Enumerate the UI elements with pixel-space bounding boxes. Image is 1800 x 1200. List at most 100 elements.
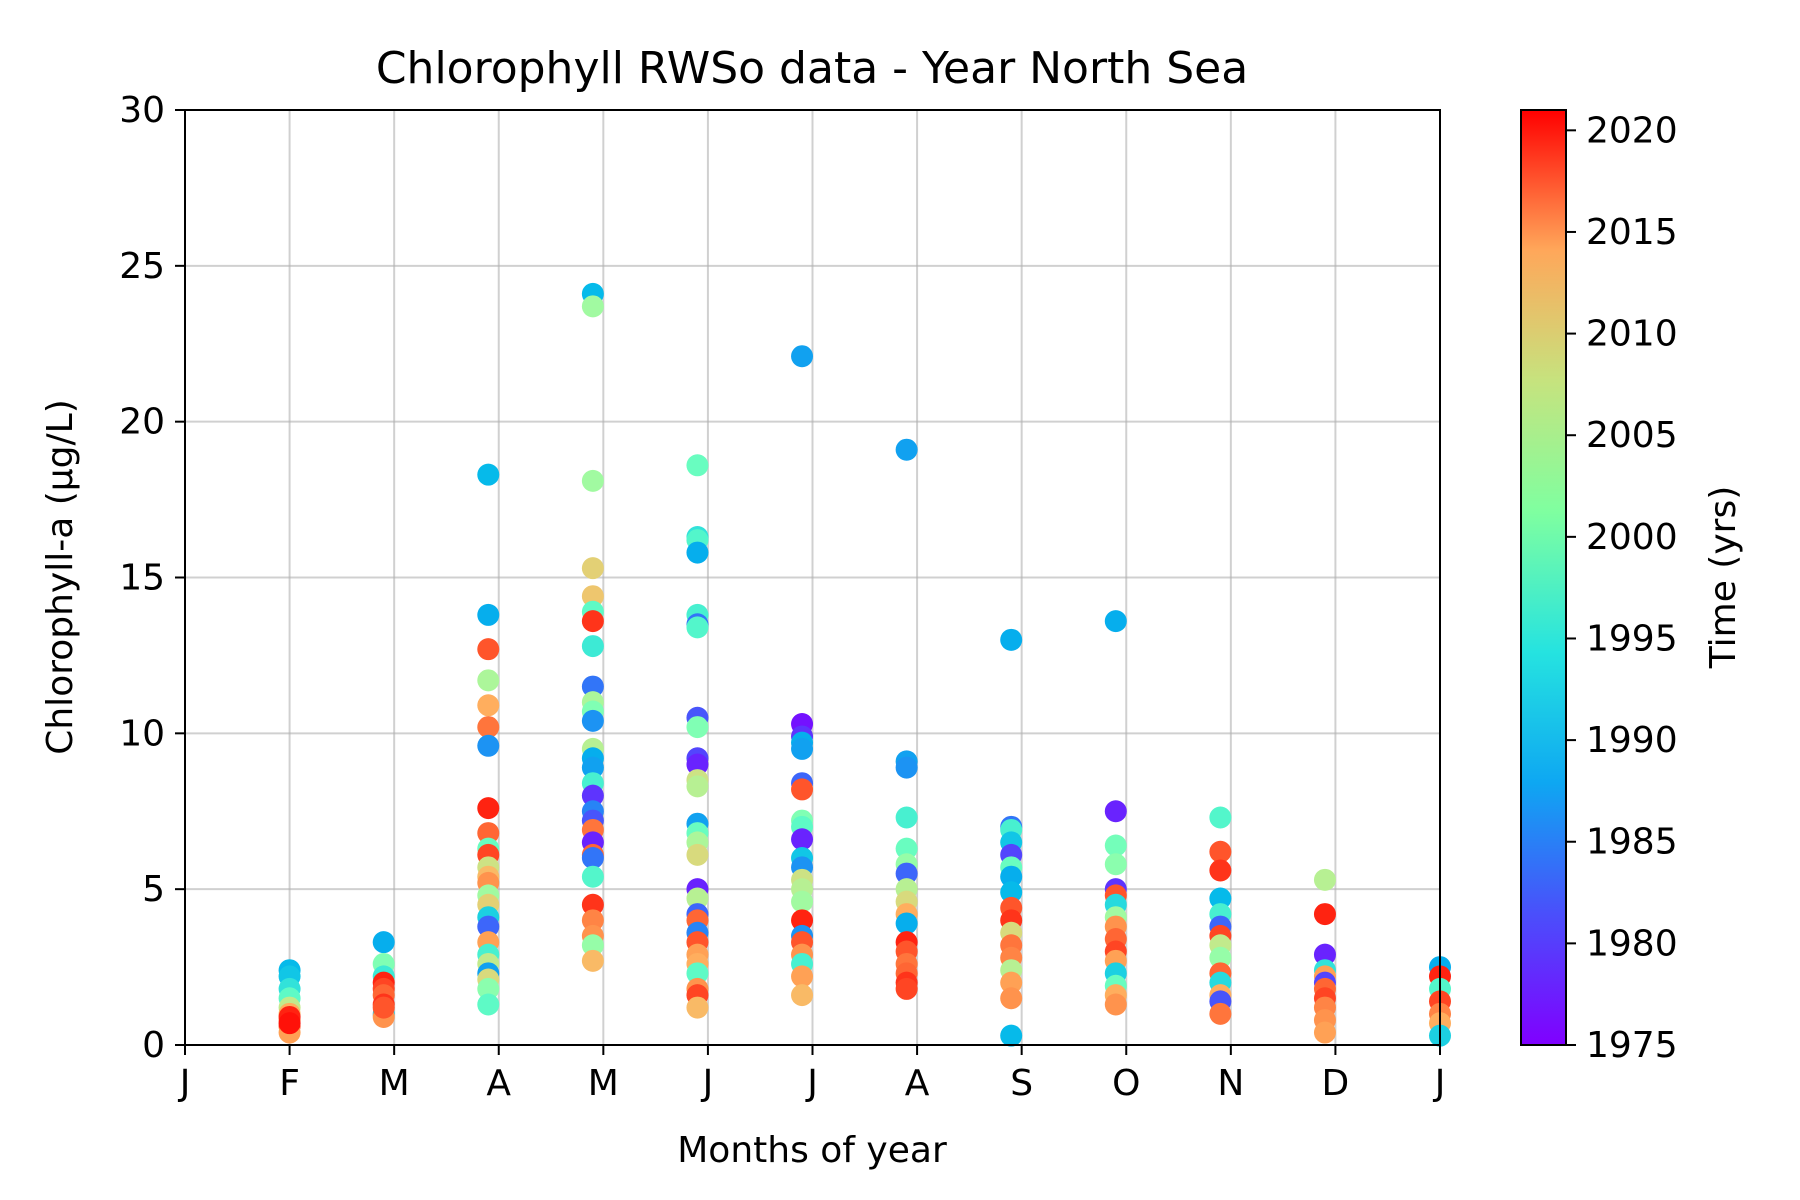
- x-tick-label: S: [1010, 1063, 1033, 1104]
- data-point: [477, 797, 500, 820]
- x-tick-label: M: [588, 1063, 619, 1104]
- colorbar-tick-label: 1995: [1586, 618, 1678, 659]
- data-point: [581, 557, 604, 580]
- data-point: [791, 778, 814, 801]
- data-point: [477, 669, 500, 692]
- data-point: [1000, 987, 1023, 1010]
- data-point: [581, 949, 604, 972]
- data-point: [372, 931, 395, 954]
- data-point: [1209, 1002, 1232, 1025]
- chart-title: Chlorophyll RWSo data - Year North Sea: [376, 43, 1248, 94]
- data-point: [1000, 881, 1023, 904]
- colorbar-axis: 1975 1980 1985 1990 1995 2000 2005 2010 2015 2020: [1566, 110, 1678, 1066]
- colorbar-tick-label: 1985: [1586, 822, 1678, 863]
- data-point: [1313, 943, 1336, 966]
- x-tick-label: F: [279, 1063, 300, 1104]
- data-point: [581, 847, 604, 869]
- data-point: [477, 822, 500, 845]
- data-point: [1000, 1024, 1023, 1047]
- y-tick-label: 0: [142, 1025, 165, 1066]
- data-point: [686, 753, 709, 776]
- x-tick-label: N: [1217, 1063, 1244, 1104]
- data-point: [581, 610, 604, 633]
- colorbar-tick-label: 1975: [1586, 1025, 1678, 1066]
- data-point: [1209, 806, 1232, 829]
- x-tick-label: O: [1112, 1063, 1140, 1104]
- data-point: [581, 934, 604, 957]
- data-point: [477, 993, 500, 1016]
- data-point: [477, 915, 500, 938]
- data-point: [477, 603, 500, 626]
- y-tick-label: 25: [119, 246, 165, 287]
- colorbar-tick-label: 2000: [1586, 517, 1678, 558]
- data-point: [791, 890, 814, 913]
- data-point: [1209, 840, 1232, 863]
- data-point: [686, 454, 709, 477]
- data-point: [686, 843, 709, 866]
- y-tick-label: 5: [142, 869, 165, 910]
- y-tick-label: 30: [119, 90, 165, 131]
- data-point: [581, 295, 604, 318]
- data-point: [686, 775, 709, 798]
- data-point: [477, 734, 500, 757]
- data-point: [791, 984, 814, 1007]
- data-point: [1313, 868, 1336, 891]
- data-point: [477, 463, 500, 486]
- data-point: [791, 737, 814, 760]
- data-point: [1104, 610, 1127, 633]
- data-point: [791, 345, 814, 368]
- x-tick-label: D: [1322, 1063, 1350, 1104]
- colorbar-label: Time (yrs): [1703, 486, 1744, 670]
- data-point: [581, 893, 604, 916]
- data-point: [1313, 903, 1336, 926]
- data-point: [278, 1012, 301, 1035]
- data-point: [791, 828, 814, 851]
- data-point: [686, 996, 709, 1019]
- data-point: [581, 756, 604, 779]
- data-point: [581, 469, 604, 492]
- data-point: [477, 638, 500, 661]
- data-point: [1104, 800, 1127, 823]
- colorbar-tick-label: 2005: [1586, 415, 1678, 456]
- data-point: [1209, 946, 1232, 969]
- x-tick-label: A: [905, 1063, 930, 1104]
- data-point: [686, 887, 709, 910]
- scatter-points: [278, 282, 1451, 1047]
- y-tick-label: 15: [119, 558, 165, 599]
- data-point: [1000, 865, 1023, 888]
- data-point: [686, 616, 709, 639]
- y-axis: 0 5 10 15 20 25 30: [119, 90, 185, 1066]
- data-point: [686, 716, 709, 739]
- colorbar-tick-label: 2020: [1586, 110, 1678, 151]
- x-tick-label: A: [486, 1063, 511, 1104]
- data-point: [581, 865, 604, 888]
- x-tick-label: J: [701, 1063, 714, 1104]
- colorbar: [1520, 109, 1567, 1046]
- data-point: [895, 837, 918, 860]
- data-point: [895, 912, 918, 935]
- data-point: [1209, 887, 1232, 910]
- data-point: [895, 756, 918, 779]
- data-point: [581, 709, 604, 732]
- data-point: [791, 965, 814, 988]
- data-point: [1209, 859, 1232, 882]
- data-point: [1313, 1021, 1336, 1044]
- x-tick-label: J: [1433, 1063, 1446, 1104]
- data-point: [372, 996, 395, 1019]
- data-point: [895, 806, 918, 829]
- data-point: [581, 909, 604, 932]
- colorbar-tick-label: 1980: [1586, 923, 1678, 964]
- data-point: [477, 716, 500, 739]
- data-point: [791, 909, 814, 932]
- colorbar-tick-label: 2015: [1586, 212, 1678, 253]
- data-point: [895, 862, 918, 885]
- data-point: [1104, 853, 1127, 876]
- data-point: [895, 438, 918, 461]
- colorbar-tick-label: 1990: [1586, 720, 1678, 761]
- y-tick-label: 10: [119, 713, 165, 754]
- data-point: [895, 977, 918, 1000]
- data-point: [581, 585, 604, 608]
